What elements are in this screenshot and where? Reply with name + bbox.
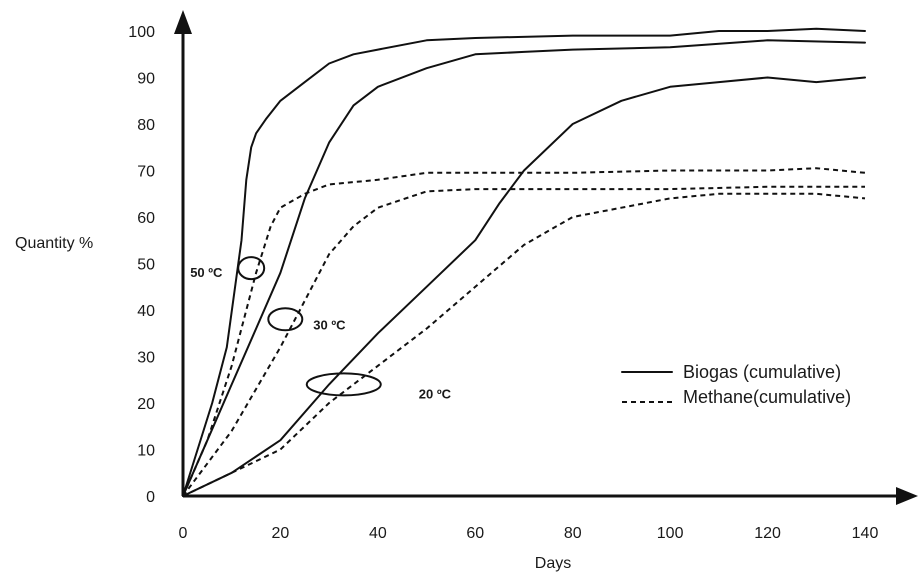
y-tick-label: 0: [146, 489, 155, 506]
legend: Biogas (cumulative) Methane(cumulative): [621, 362, 851, 407]
biogas-50c-line: [182, 27, 866, 497]
y-tick-label: 60: [137, 210, 155, 227]
methane-20c-line: [182, 192, 866, 497]
y-tick-label: 40: [137, 303, 155, 320]
y-tick-label: 30: [137, 350, 155, 367]
annotation-ellipse-30c: [267, 307, 304, 332]
x-tick-label: 80: [564, 525, 582, 542]
y-tick-labels: 0 10 20 30 40 50 60 70 80 90 100: [128, 24, 155, 506]
x-tick-label: 20: [272, 525, 290, 542]
annotation-label-30c: 30 ºC: [313, 317, 346, 332]
x-tick-label: 140: [852, 525, 879, 542]
series-layer: [182, 27, 866, 497]
annotation-ellipse-20c: [305, 372, 382, 397]
annotation-label-50c: 50 ºC: [190, 265, 223, 280]
methane-30c-line: [182, 185, 865, 497]
y-tick-label: 70: [137, 164, 155, 181]
biogas-30c-line: [182, 39, 866, 497]
axes: [174, 10, 918, 505]
x-tick-labels: 0 20 40 60 80 100 120 140: [179, 525, 879, 542]
y-tick-label: 50: [137, 257, 155, 274]
biogas-20c-line: [182, 76, 866, 497]
annotation-ellipse-50c: [237, 256, 266, 281]
legend-label-methane: Methane(cumulative): [683, 387, 851, 407]
annotation-label-20c: 20 ºC: [419, 386, 452, 401]
y-axis-arrow: [174, 10, 192, 34]
y-tick-label: 90: [137, 71, 155, 88]
x-tick-label: 0: [179, 525, 188, 542]
legend-label-biogas: Biogas (cumulative): [683, 362, 841, 382]
x-tick-label: 100: [657, 525, 684, 542]
x-tick-label: 60: [466, 525, 484, 542]
y-tick-label: 100: [128, 24, 155, 41]
y-axis-label: Quantity %: [15, 235, 93, 252]
methane-50c-line: [182, 167, 866, 497]
y-tick-label: 10: [137, 443, 155, 460]
x-axis-arrow: [896, 487, 918, 505]
y-tick-label: 80: [137, 117, 155, 134]
x-tick-label: 40: [369, 525, 387, 542]
x-axis-label: Days: [535, 555, 571, 572]
x-tick-label: 120: [754, 525, 781, 542]
y-tick-label: 20: [137, 396, 155, 413]
temperature-annotations: 50 ºC 30 ºC 20 ºC: [190, 256, 452, 401]
